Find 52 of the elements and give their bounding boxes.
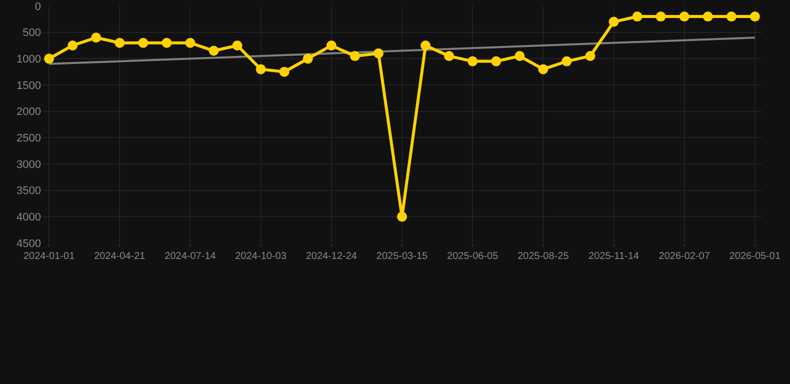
point [373,48,384,58]
point [656,12,666,22]
y-tick-label: 1500 [16,80,41,92]
point [44,54,54,64]
x-tick-label: 2024-01-01 [23,251,76,262]
point [608,16,619,27]
point [750,12,760,22]
point [114,38,125,48]
point [491,56,502,66]
point [420,40,431,50]
point [514,51,525,62]
x-tick-label: 2024-07-14 [164,251,216,262]
point [468,56,478,66]
x-tick-label: 2024-12-24 [306,251,358,262]
point [679,12,690,22]
point [444,51,454,62]
point [162,38,172,48]
point [185,38,196,48]
y-tick-label: 2500 [16,132,41,145]
point [632,12,642,22]
x-tick-label: 2024-04-21 [94,251,146,262]
y-tick-label: 500 [22,27,41,40]
y-tick-label: 4500 [16,238,41,250]
y-tick-label: 2000 [16,106,41,118]
point [302,54,313,64]
point [350,51,360,62]
point [232,40,242,50]
x-tick-label: 2026-05-01 [729,251,781,262]
point [585,51,596,62]
point [326,40,336,50]
x-tick-label: 2025-03-15 [376,251,428,262]
y-tick-label: 4000 [16,212,41,224]
x-tick-label: 2025-11-14 [588,251,640,262]
point [208,46,219,56]
point [279,66,290,77]
point [538,64,548,74]
x-tick-label: 2024-10-03 [235,251,287,262]
point [702,12,713,22]
y-tick-label: 1000 [16,54,41,66]
point [138,38,148,48]
y-tick-label: 3000 [16,158,41,171]
y-tick-label: 0 [34,0,41,13]
point [397,212,407,222]
point [562,56,572,66]
point [91,32,102,43]
x-tick-label: 2026-02-07 [658,251,710,262]
y-tick-label: 3500 [16,185,41,198]
x-tick-label: 2025-06-05 [447,251,499,262]
point [256,64,266,74]
point [726,12,736,22]
x-tick-label: 2025-08-25 [518,251,570,262]
point [68,40,78,50]
